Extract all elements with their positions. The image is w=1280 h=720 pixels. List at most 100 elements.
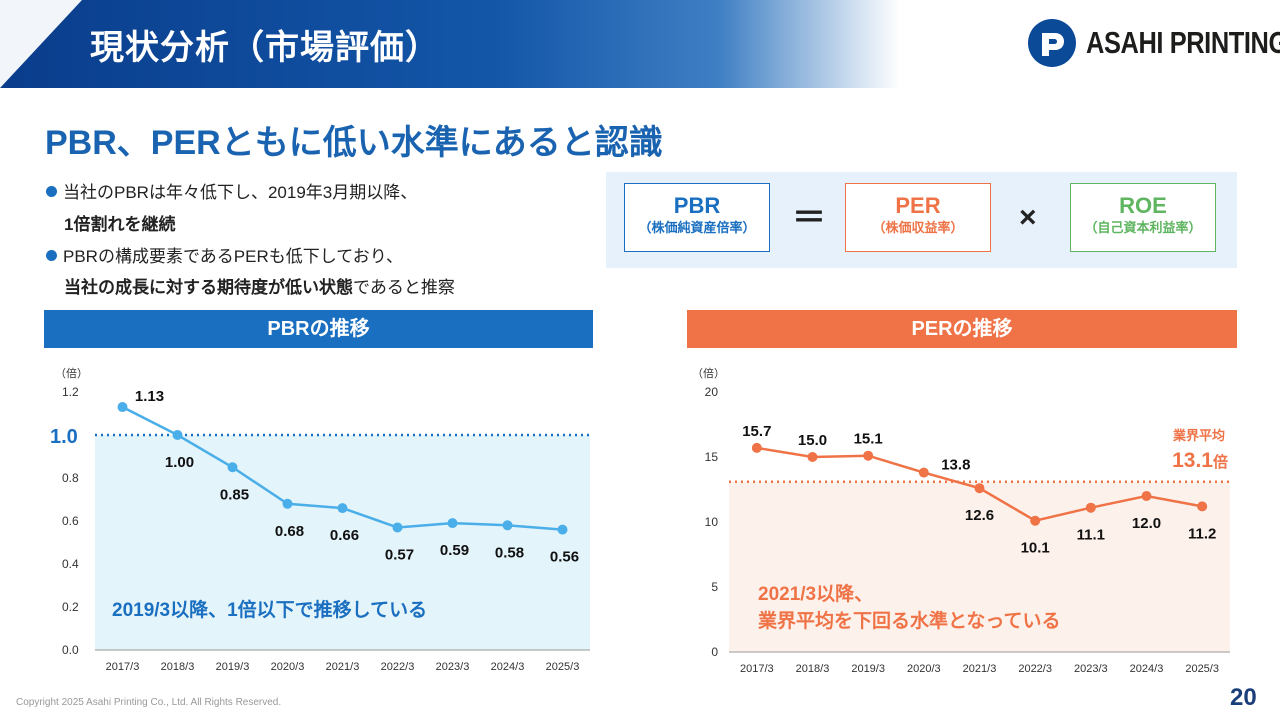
reference-value-label: 1.0 — [50, 426, 78, 448]
y-tick-label: 0.0 — [62, 643, 79, 657]
y-tick-label: 0.2 — [62, 600, 79, 614]
pbr-data-label: 0.59 — [440, 542, 469, 559]
formula-per-label: PER — [895, 193, 941, 218]
reference-label-title: 業界平均 — [1172, 428, 1225, 443]
x-tick-label: 2019/3 — [216, 661, 250, 673]
per-data-label: 12.0 — [1132, 515, 1161, 532]
bullet-item: 当社のPBRは年々低下し、2019年3月期以降、 — [46, 178, 417, 203]
reference-value-unit: 倍 — [1213, 453, 1228, 471]
formula-roe-label: ROE — [1119, 193, 1167, 218]
per-data-label: 11.1 — [1077, 527, 1105, 544]
formula-pbr-sub: （株価純資産倍率） — [638, 220, 756, 235]
bullet-emphasis: 当社の成長に対する期待度が低い状態 — [64, 278, 353, 297]
per-data-label: 15.7 — [742, 423, 771, 440]
y-tick-label: 1.2 — [62, 385, 79, 399]
pbr-data-point — [392, 522, 403, 533]
y-tick-label: 10 — [705, 515, 719, 529]
pbr-line-chart: （倍） 0.0 0.2 0.4 0.6 0.8 1.2 1.0 2017/3 2018/3 2019… — [50, 366, 590, 673]
y-tick-label: 0.4 — [62, 557, 79, 571]
per-annotation-line1: 2021/3以降、 — [758, 582, 873, 605]
logo-text: ASAHI PRINTING — [1086, 25, 1280, 60]
x-tick-label: 2023/3 — [436, 661, 470, 673]
x-tick-label: 2019/3 — [851, 663, 885, 675]
bullet-dot-icon — [46, 186, 57, 197]
x-tick-label: 2022/3 — [1018, 663, 1052, 675]
pbr-data-label: 0.66 — [330, 527, 359, 544]
y-tick-label: 20 — [705, 385, 719, 399]
x-tick-label: 2024/3 — [1130, 663, 1164, 675]
formula-panel: PBR （株価純資産倍率） ＝ PER （株価収益率） × ROE （自己資本利… — [606, 172, 1237, 268]
pbr-data-label: 0.85 — [220, 486, 249, 503]
pbr-data-point — [172, 430, 183, 440]
x-tick-label: 2023/3 — [1074, 663, 1108, 675]
y-axis-unit: （倍） — [55, 366, 88, 380]
pbr-data-label: 0.68 — [275, 523, 304, 540]
formula-pbr-box: PBR （株価純資産倍率） — [624, 183, 770, 252]
pbr-data-label: 0.56 — [550, 549, 579, 566]
pbr-data-label: 0.57 — [385, 546, 414, 563]
bullet-continuation: 1倍割れを継続 — [64, 210, 175, 235]
company-logo: ASAHI PRINTING — [1028, 19, 1280, 67]
times-sign: × — [1019, 201, 1037, 234]
per-data-label: 10.1 — [1021, 540, 1050, 557]
x-tick-label: 2018/3 — [161, 661, 195, 673]
page-number: 20 — [1230, 684, 1257, 711]
header-triangle-decoration — [0, 0, 82, 88]
per-data-point — [807, 452, 818, 462]
bullet-text: 当社のPBRは年々低下し、2019年3月期以降、 — [63, 183, 418, 202]
y-tick-label: 0 — [711, 645, 718, 659]
bullet-text-rest: であると推察 — [353, 278, 455, 297]
x-tick-label: 2025/3 — [546, 661, 580, 673]
pbr-data-label: 1.00 — [165, 454, 194, 471]
x-tick-label: 2021/3 — [326, 661, 360, 673]
bullet-item: PBRの構成要素であるPERも低下しており、 — [46, 242, 403, 267]
bullet-emphasis: 1倍割れを継続 — [64, 215, 176, 234]
y-tick-label: 0.6 — [62, 514, 79, 528]
bullet-dot-icon — [46, 250, 57, 261]
pbr-annotation: 2019/3以降、1倍以下で推移している — [112, 598, 427, 621]
per-data-label: 15.1 — [854, 431, 883, 448]
per-data-point — [1085, 502, 1096, 513]
per-data-point — [751, 442, 762, 453]
per-line-chart: （倍） 0 5 10 15 20 業界平均 13.1倍 2017/3 2018/3 2019/3 20… — [692, 366, 1230, 675]
pbr-data-point — [447, 518, 458, 529]
per-data-point — [1030, 515, 1041, 526]
x-tick-label: 2020/3 — [907, 663, 941, 675]
page-title: 現状分析（市場評価） — [90, 29, 440, 67]
pbr-data-point — [117, 402, 128, 413]
formula-pbr-label: PBR — [673, 193, 721, 218]
x-tick-label: 2020/3 — [271, 661, 305, 673]
bullet-continuation: 当社の成長に対する期待度が低い状態であると推察 — [64, 273, 455, 298]
formula-per-box: PER （株価収益率） — [845, 183, 991, 252]
x-tick-label: 2025/3 — [1185, 663, 1219, 675]
per-data-point — [918, 467, 929, 478]
pbr-data-point — [557, 524, 568, 535]
per-data-label: 12.6 — [965, 507, 994, 524]
below-reference-area — [729, 481, 1230, 652]
per-data-point — [1197, 501, 1208, 512]
logo-mark-icon — [1028, 19, 1076, 67]
y-tick-label: 5 — [711, 580, 718, 594]
per-panel-header: PERの推移 — [687, 310, 1237, 348]
formula-roe-sub: （自己資本利益率） — [1084, 220, 1202, 235]
per-data-point — [863, 450, 874, 461]
pbr-data-point — [282, 498, 293, 509]
formula-per-sub: （株価収益率） — [872, 220, 964, 235]
copyright-text: Copyright 2025 Asahi Printing Co., Ltd. … — [16, 697, 282, 708]
per-data-point — [974, 483, 985, 494]
per-data-label: 15.0 — [798, 432, 827, 449]
per-data-label: 13.8 — [941, 457, 970, 474]
y-tick-label: 0.8 — [62, 471, 79, 485]
pbr-data-point — [502, 520, 513, 531]
x-tick-label: 2022/3 — [381, 661, 415, 673]
x-tick-label: 2017/3 — [740, 663, 774, 675]
per-annotation-line2: 業界平均を下回る水準となっている — [757, 609, 1060, 632]
equals-sign: ＝ — [792, 199, 826, 237]
per-data-label: 11.2 — [1188, 525, 1216, 542]
x-tick-label: 2021/3 — [963, 663, 997, 675]
x-tick-label: 2017/3 — [106, 661, 140, 673]
x-tick-label: 2018/3 — [796, 663, 830, 675]
reference-value-number: 13.1 — [1172, 449, 1213, 472]
pbr-data-point — [337, 503, 348, 514]
pbr-panel-header: PBRの推移 — [44, 310, 593, 348]
